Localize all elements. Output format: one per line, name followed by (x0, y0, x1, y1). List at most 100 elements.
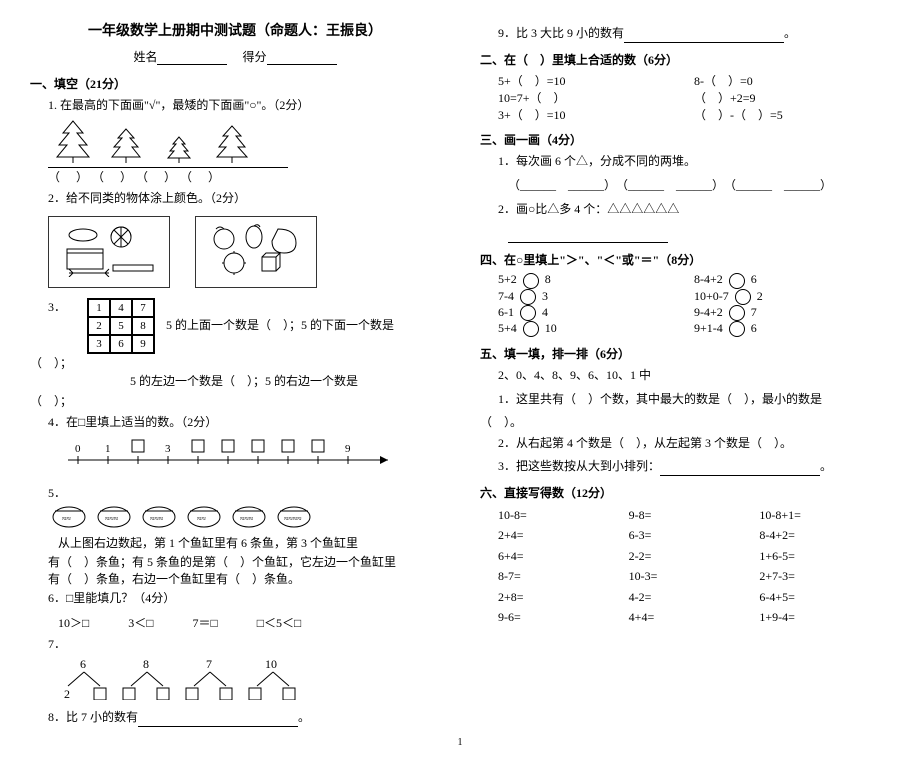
right-column: 9．比 3 大比 9 小的数有。 二、在（ ）里填上合适的数（6分） 5+（ ）… (480, 20, 890, 731)
tree-icon (207, 123, 257, 163)
calc: 9-8= (629, 505, 760, 525)
fishbowl-icon: ≈≈≈≈ (273, 501, 315, 533)
section-5-header: 五、填一填，排一排（6分） (480, 345, 890, 362)
s5-q3: 3．把这些数按从大到小排列： 。 (498, 457, 890, 476)
numline-3: 3 (165, 443, 171, 455)
svg-text:≈≈: ≈≈ (62, 514, 71, 523)
s5-q3-text: 3．把这些数按从大到小排列： (498, 459, 660, 473)
compare-circle (729, 321, 745, 337)
svg-text:2: 2 (64, 687, 70, 700)
svg-text:7: 7 (206, 658, 212, 671)
q9-end: 。 (784, 26, 796, 40)
compare: 8-4+2 6 (694, 272, 890, 288)
svg-text:10: 10 (265, 658, 277, 671)
calc: 2+8= (498, 587, 629, 607)
q3-text-b: 5 的左边一个数是（ ）；5 的右边一个数是 (130, 371, 440, 391)
q1-trees (48, 119, 440, 167)
calc: 8-7= (498, 566, 629, 586)
q9-blank (624, 30, 784, 43)
fishbowl-icon: ≈≈ (183, 501, 225, 533)
calc: 6-4+5= (759, 587, 890, 607)
compare: 7-4 3 (498, 289, 694, 305)
compare: 9-4+2 7 (694, 305, 890, 321)
q3-text-a2: （ ）； (30, 354, 440, 371)
s6-row5: 2+8=4-2=6-4+5= (498, 587, 890, 607)
grid-cell: 8 (132, 317, 154, 335)
s5-q1b: （ ）。 (480, 413, 890, 430)
compare-circle (729, 273, 745, 289)
q5-line2: 有（ ）条鱼；有 5 条鱼的是第（ ）个鱼缸，它左边一个鱼缸里 (48, 553, 440, 570)
split-diagram: 8 (117, 658, 177, 704)
page-number: 1 (30, 737, 890, 748)
q5-line3: 有（ ）条鱼，右边一个鱼缸里有（ ）条鱼。 (48, 570, 440, 587)
q2-box1 (48, 216, 170, 288)
s3-q1-blanks: （______ ______） （______ ______） （______ … (508, 175, 890, 195)
s5-q3-blank (660, 463, 820, 476)
fishbowl-icon: ≈≈≈ (93, 501, 135, 533)
svg-text:≈≈≈: ≈≈≈ (240, 514, 254, 523)
q8: 8．比 7 小的数有。 (48, 708, 440, 727)
calc: 1+9-4= (759, 607, 890, 627)
s4-row4: 5+4 10 9+1-4 6 (498, 321, 890, 337)
compare-circle (523, 321, 539, 337)
tree-icon (48, 119, 98, 163)
q3-text-a: 5 的上面一个数是（ ）；5 的下面一个数是 (166, 318, 394, 332)
q6-d: □＜5＜□ (257, 616, 302, 630)
compare-circle (520, 289, 536, 305)
q6-b: 3＜□ (128, 616, 153, 630)
compare-circle (729, 305, 745, 321)
q6-c: 7＝□ (193, 616, 218, 630)
fishbowl-icon: ≈≈≈ (228, 501, 270, 533)
q8-text: 8．比 7 小的数有 (48, 710, 138, 724)
calc: 8-4+2= (759, 525, 890, 545)
q2-text: 2．给不同类的物体涂上颜色。（2分） (48, 189, 440, 208)
eq: 3+（ ）=10 (498, 106, 694, 123)
eq: 5+（ ）=10 (498, 72, 694, 89)
s5-list: 2、0、4、8、9、6、10、1 中 (498, 366, 890, 385)
calc: 10-3= (629, 566, 760, 586)
s3-q2-text: 2．画○比△多 4 个：△△△△△△ (498, 202, 679, 216)
compare: 5+2 8 (498, 272, 694, 288)
svg-text:≈≈≈≈: ≈≈≈≈ (284, 514, 302, 523)
exam-title: 一年级数学上册期中测试题（命题人：王振良） (30, 20, 440, 40)
q6-items: 10＞□ 3＜□ 7＝□ □＜5＜□ (58, 613, 440, 633)
calc: 6+4= (498, 546, 629, 566)
s4-row3: 6-1 4 9-4+2 7 (498, 305, 890, 321)
q9: 9．比 3 大比 9 小的数有 。 (498, 24, 890, 43)
grid-cell: 4 (110, 299, 132, 317)
s5-q3-end: 。 (820, 459, 832, 473)
compare-circle (523, 273, 539, 289)
q2-box2 (195, 216, 317, 288)
grid-cell: 3 (88, 335, 110, 353)
s4-row1: 5+2 8 8-4+2 6 (498, 272, 890, 288)
s6-row1: 10-8=9-8=10-8+1= (498, 505, 890, 525)
compare-circle (735, 289, 751, 305)
calc: 2+7-3= (759, 566, 890, 586)
compare: 6-1 4 (498, 305, 694, 321)
tree-icon (154, 133, 204, 163)
q2-image-boxes (30, 212, 440, 292)
s5-q1: 1．这里共有（ ）个数，其中最大的数是（ ），最小的数是 (498, 390, 890, 409)
s6-row2: 2+4=6-3=8-4+2= (498, 525, 890, 545)
grid-cell: 9 (132, 335, 154, 353)
eq: 10=7+（ ） (498, 89, 694, 106)
q4-text: 4．在□里填上适当的数。（2分） (48, 413, 440, 432)
svg-text:≈≈≈: ≈≈≈ (150, 514, 164, 523)
grid-cell: 5 (110, 317, 132, 335)
fishbowl-icon: ≈≈≈ (138, 501, 180, 533)
eq: 8-（ ）=0 (694, 72, 890, 89)
section-4-header: 四、在○里填上"＞"、"＜"或"＝"（8分） (480, 251, 890, 268)
q9-text: 9．比 3 大比 9 小的数有 (498, 26, 624, 40)
svg-text:≈≈≈: ≈≈≈ (105, 514, 119, 523)
calc: 9-6= (498, 607, 629, 627)
grid-cell: 7 (132, 299, 154, 317)
numline-1: 1 (105, 443, 111, 455)
split-diagram: 62 (54, 658, 114, 704)
section-1-header: 一、填空（21分） (30, 75, 440, 92)
q3-text-b2: （ ）； (30, 392, 440, 409)
s2-row1: 5+（ ）=10 8-（ ）=0 (498, 72, 890, 89)
q5-bowls: ≈≈ ≈≈≈ ≈≈≈ ≈≈ ≈≈≈ ≈≈≈≈ (48, 501, 440, 533)
q3-grid: 1 4 7 2 5 8 3 6 9 (87, 298, 155, 354)
calc: 6-3= (629, 525, 760, 545)
split-diagram: 7 (180, 658, 240, 704)
